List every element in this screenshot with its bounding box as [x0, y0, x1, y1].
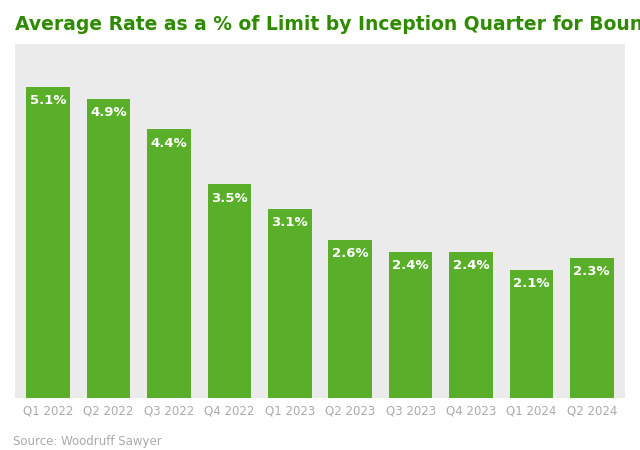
Text: 2.3%: 2.3%	[573, 265, 610, 278]
Text: 4.9%: 4.9%	[90, 106, 127, 119]
Bar	[207, 184, 251, 398]
Bar	[449, 252, 493, 398]
Bar	[26, 87, 70, 398]
Bar	[147, 130, 191, 398]
Text: 2.1%: 2.1%	[513, 277, 550, 290]
Bar	[570, 258, 614, 398]
Text: 4.4%: 4.4%	[150, 137, 188, 150]
Text: 2.4%: 2.4%	[452, 259, 490, 272]
Text: 3.5%: 3.5%	[211, 192, 248, 205]
Text: 5.1%: 5.1%	[30, 94, 67, 107]
Bar	[328, 239, 372, 398]
Bar	[509, 270, 553, 398]
Bar	[87, 99, 131, 398]
Text: 3.1%: 3.1%	[271, 216, 308, 230]
Text: Source: Woodruff Sawyer: Source: Woodruff Sawyer	[13, 435, 161, 448]
Bar	[389, 252, 433, 398]
Text: 2.6%: 2.6%	[332, 247, 369, 260]
Text: 2.4%: 2.4%	[392, 259, 429, 272]
Bar	[268, 209, 312, 398]
Text: Average Rate as a % of Limit by Inception Quarter for Bound Policies: Average Rate as a % of Limit by Inceptio…	[15, 15, 640, 34]
